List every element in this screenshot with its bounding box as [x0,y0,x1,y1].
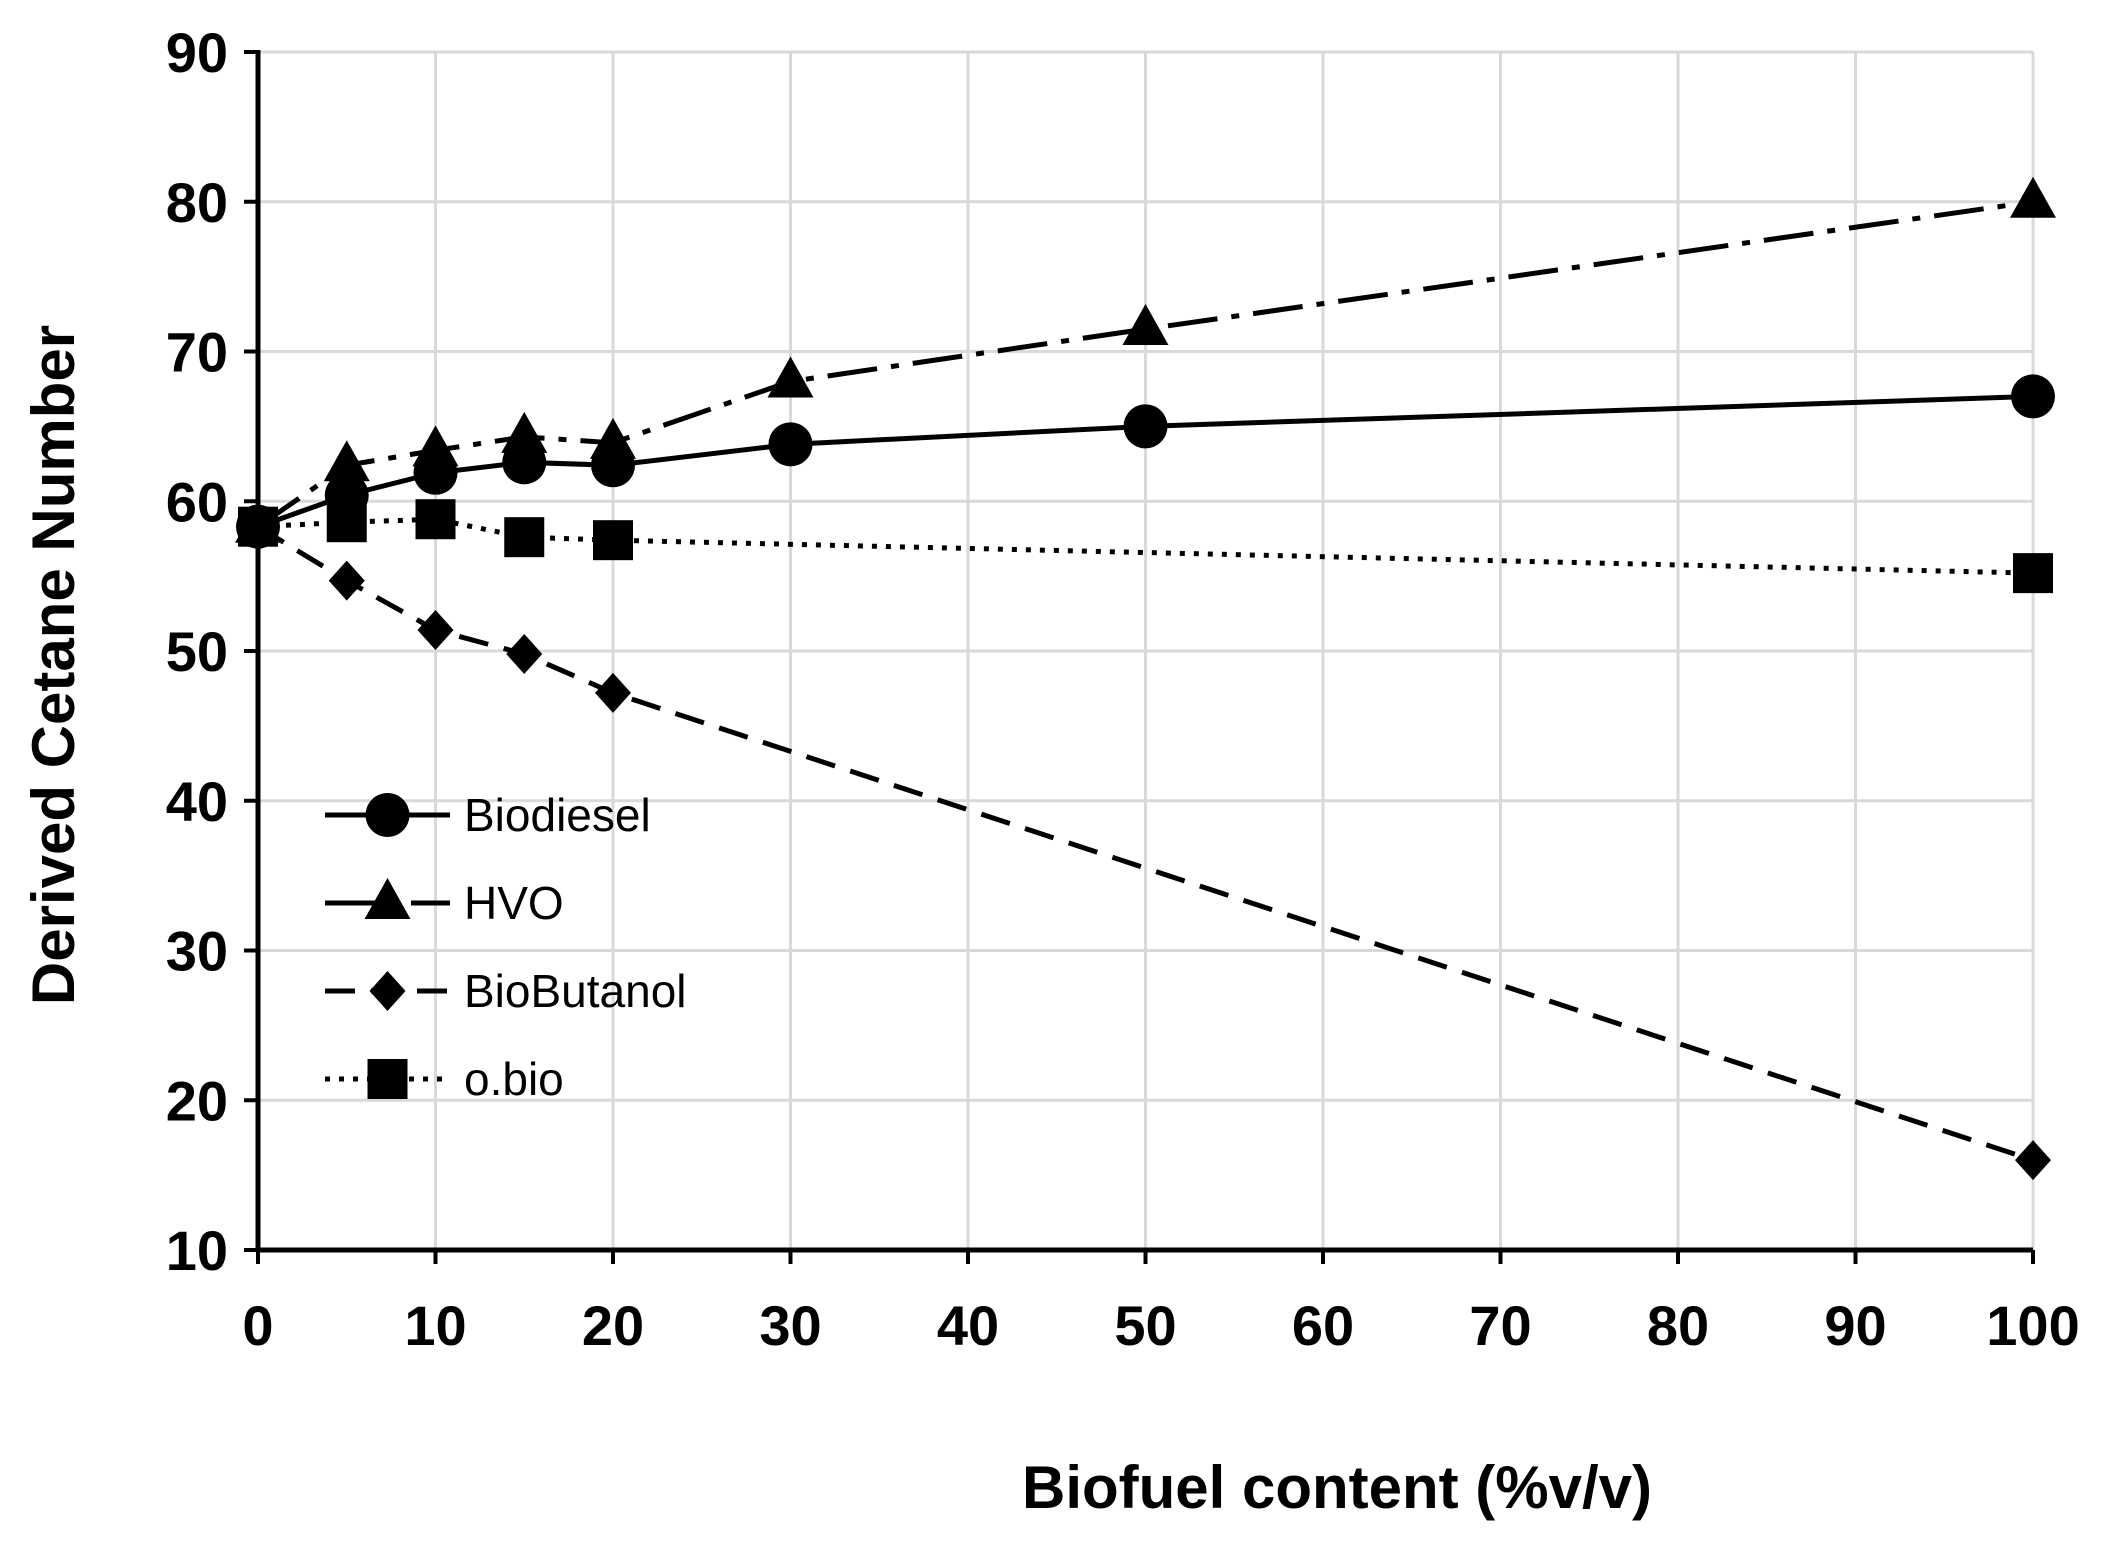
x-tick-label: 80 [1647,1294,1709,1357]
data-point-o-bio [593,520,633,561]
x-tick-label: 60 [1292,1294,1354,1357]
data-point-o-bio [238,506,278,547]
legend-label-o-bio: o.bio [464,1053,564,1105]
y-tick-label: 70 [166,321,228,384]
x-tick-label: 50 [1114,1294,1176,1357]
legend-label-biobutanol: BioButanol [464,965,687,1017]
data-point-hvo [2010,176,2056,218]
data-point-biobutanol [595,672,631,713]
legend-label-biodiesel: Biodiesel [464,789,651,841]
legend-marker-biodiesel [365,793,410,837]
series-hvo [235,176,2056,543]
y-tick-label: 80 [166,171,228,234]
data-point-o-bio [2013,553,2053,594]
data-point-biobutanol [417,610,454,651]
data-point-hvo [767,356,814,398]
legend-marker-biobutanol [369,971,406,1011]
legend-item-o-bio: o.bio [325,1053,564,1105]
data-point-o-bio [504,517,545,558]
data-point-o-bio [326,502,367,543]
gridlines [258,50,2035,1250]
series-line-hvo [256,199,2034,529]
data-point-biobutanol [2015,1140,2051,1181]
legend-marker-o-bio [367,1059,408,1099]
x-tick-label: 90 [1824,1294,1886,1357]
data-point-o-bio [415,499,456,540]
legend-label-hvo: HVO [464,877,564,929]
y-tick-label: 30 [166,920,228,983]
legend-marker-hvo [364,878,411,919]
data-point-hvo [501,411,548,453]
data-point-biobutanol [506,633,543,674]
x-tick-label: 100 [1986,1294,2079,1357]
legend-item-hvo: HVO [325,877,564,929]
series-o-bio [238,499,2053,594]
y-tick-label: 50 [166,620,228,683]
axes [244,50,2035,1264]
data-point-biodiesel [768,422,813,467]
series-line-biobutanol [256,524,2034,1163]
data-point-hvo [323,440,370,482]
legend-item-biodiesel: Biodiesel [325,789,651,841]
y-axis-title: Derived Cetane Number [20,325,87,1005]
data-point-biobutanol [328,560,365,601]
x-tick-label: 70 [1469,1294,1531,1357]
y-tick-label: 40 [166,770,228,833]
x-tick-label: 10 [404,1294,466,1357]
data-point-hvo [590,417,636,459]
x-tick-label: 0 [242,1294,273,1357]
data-point-hvo [412,425,459,467]
x-tick-label: 30 [759,1294,821,1357]
x-tick-label: 40 [937,1294,999,1357]
legend: Biodiesel HVO BioButanol o.bio [325,789,687,1105]
legend-item-biobutanol: BioButanol [325,965,687,1017]
y-tick-label: 60 [166,470,228,533]
y-tick-label: 20 [166,1069,228,1132]
data-point-hvo [1122,304,1169,346]
series-layer [235,176,2056,1181]
x-axis-title: Biofuel content (%v/v) [1022,1454,1652,1521]
y-tick-label: 90 [166,21,228,84]
data-point-biodiesel [1123,404,1168,449]
y-tick-label: 10 [166,1219,228,1282]
x-tick-label: 20 [582,1294,644,1357]
data-point-biodiesel [2011,374,2055,419]
